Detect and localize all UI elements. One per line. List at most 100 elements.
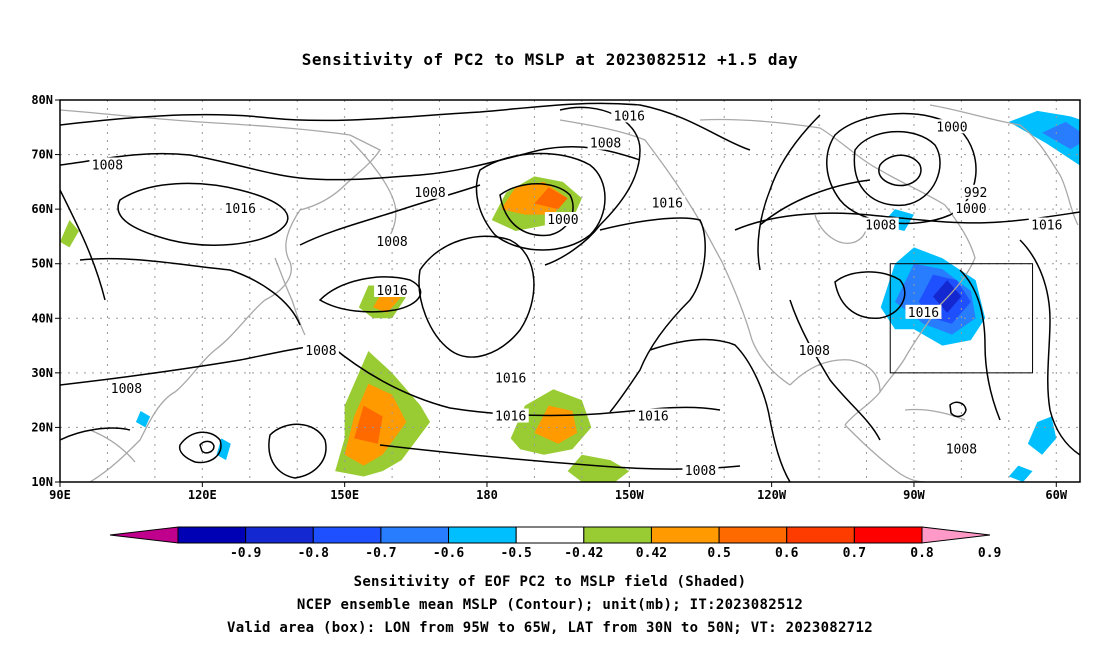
coastline-kamchatka	[349, 139, 397, 243]
contour-label-bg	[611, 108, 648, 123]
shade-caribbean-negative	[1027, 416, 1057, 455]
contour-1008	[60, 145, 641, 181]
contour-label: 1000	[936, 120, 967, 135]
colorbar-segment	[245, 526, 314, 544]
shade-centralpac-positive	[567, 454, 630, 482]
contour-1008	[757, 114, 821, 271]
shade-aleutian-positive	[534, 187, 568, 210]
colorbar-segment	[718, 526, 788, 544]
colorbar-segment	[177, 526, 247, 544]
contour-1016	[834, 271, 906, 319]
contour-1016	[544, 106, 641, 266]
contour-label-bg	[108, 381, 145, 396]
contour-1008	[178, 431, 222, 464]
contour-label: 1008	[414, 186, 445, 201]
lat-tick-label: 70N	[31, 148, 53, 162]
colorbar-segment	[312, 526, 382, 544]
colorbar-label: -0.42	[564, 546, 603, 561]
contour-1008	[649, 338, 791, 482]
lon-tick-label: 120W	[757, 488, 787, 502]
shade-tropics-negative	[216, 438, 231, 461]
valid-area-box	[889, 263, 1034, 374]
plot-frame	[59, 99, 1081, 483]
coastline-gulf-mexico	[789, 359, 881, 426]
contour-1016	[117, 182, 289, 246]
colorbar-label: 0.42	[636, 546, 667, 561]
contour-1008	[759, 179, 871, 226]
colorbar-segment	[448, 526, 517, 544]
contour-label: 1008	[92, 158, 123, 173]
contour-label-bg	[492, 370, 529, 385]
lon-tick-label: 90W	[903, 488, 925, 502]
shade-tropics-negative	[135, 411, 151, 428]
contour-1008	[199, 440, 215, 454]
shade-greenland-negative	[1042, 121, 1080, 150]
lat-tick-label: 80N	[31, 93, 53, 107]
contour-label: 1016	[908, 306, 939, 321]
contour-1016	[60, 102, 751, 151]
contour-label: 1016	[495, 410, 526, 425]
contour-label-bg	[796, 343, 833, 358]
caption-valid-area: Valid area (box): LON from 95W to 65W, L…	[227, 620, 873, 636]
contour-label: 1016	[652, 197, 683, 212]
shade-philippines-positive	[60, 220, 79, 248]
colorbar-segment	[515, 526, 585, 544]
contour-label-bg	[222, 201, 259, 216]
coastline-north-america-west	[721, 261, 791, 386]
contour-1016	[959, 269, 1001, 421]
colorbar-label: -0.6	[433, 546, 464, 561]
coastline-japan	[274, 257, 306, 336]
contour-label-bg	[1090, 332, 1100, 346]
contour-label: 1016	[1093, 333, 1100, 348]
contour-label: 1016	[376, 284, 407, 299]
colorbar-segment	[583, 526, 652, 544]
contour-label-bg	[933, 119, 970, 134]
contour-1000	[853, 130, 941, 207]
contour-1016	[79, 257, 301, 326]
coastline-caribbean	[904, 408, 966, 421]
contour-label: 1000	[955, 202, 986, 217]
contour-1008	[475, 152, 606, 251]
contour-label-bg	[961, 184, 990, 199]
colorbar-label: 0.5	[707, 546, 730, 561]
contour-1016	[599, 217, 706, 413]
contour-label: 1008	[946, 442, 977, 457]
lon-tick-label: 90E	[49, 488, 71, 502]
caption-shading: Sensitivity of EOF PC2 to MSLP field (Sh…	[353, 574, 747, 590]
contour-label-bg	[682, 463, 719, 478]
coastline-central-america	[844, 424, 926, 482]
contour-label-bg	[89, 157, 126, 172]
colorbar-label: 0.6	[775, 546, 799, 561]
lat-tick-label: 50N	[31, 257, 53, 271]
contour-label: 1008	[865, 219, 896, 234]
contour-labels: 1016 1000 1008 1008 992 1008 1016 1016 1000 1000 1…	[89, 108, 1100, 479]
contour-label-bg	[587, 135, 624, 150]
coastline-greenland	[929, 104, 1079, 226]
contour-label-bg	[862, 217, 899, 232]
lon-tick-label: 150E	[330, 488, 359, 502]
coastline-asia	[60, 109, 381, 482]
contour-label: 1016	[614, 109, 645, 124]
lat-tick-label: 10N	[31, 475, 53, 489]
colorbar-high-triangle	[921, 526, 991, 544]
contour-label-bg	[412, 184, 449, 199]
contour-label-bg	[374, 283, 411, 297]
lon-tick-label: 150W	[615, 488, 645, 502]
contour-1008	[60, 427, 131, 441]
contour-1016	[418, 235, 535, 358]
contour-1016	[268, 423, 327, 479]
colorbar-label: -0.7	[365, 546, 396, 561]
contour-label-bg	[302, 343, 339, 358]
contour-1008	[60, 189, 106, 301]
contour-label: 1008	[111, 382, 142, 397]
colorbar-segment	[380, 526, 450, 544]
lat-tick-label: 40N	[31, 311, 53, 325]
contour-label: 1008	[685, 464, 716, 479]
lon-tick-label: 120E	[188, 488, 217, 502]
lon-tick-label: 60W	[1045, 488, 1067, 502]
shade-greatlakes-negative	[932, 280, 962, 313]
sensitivity-shading	[60, 110, 1080, 482]
colorbar-low-triangle	[109, 526, 179, 544]
